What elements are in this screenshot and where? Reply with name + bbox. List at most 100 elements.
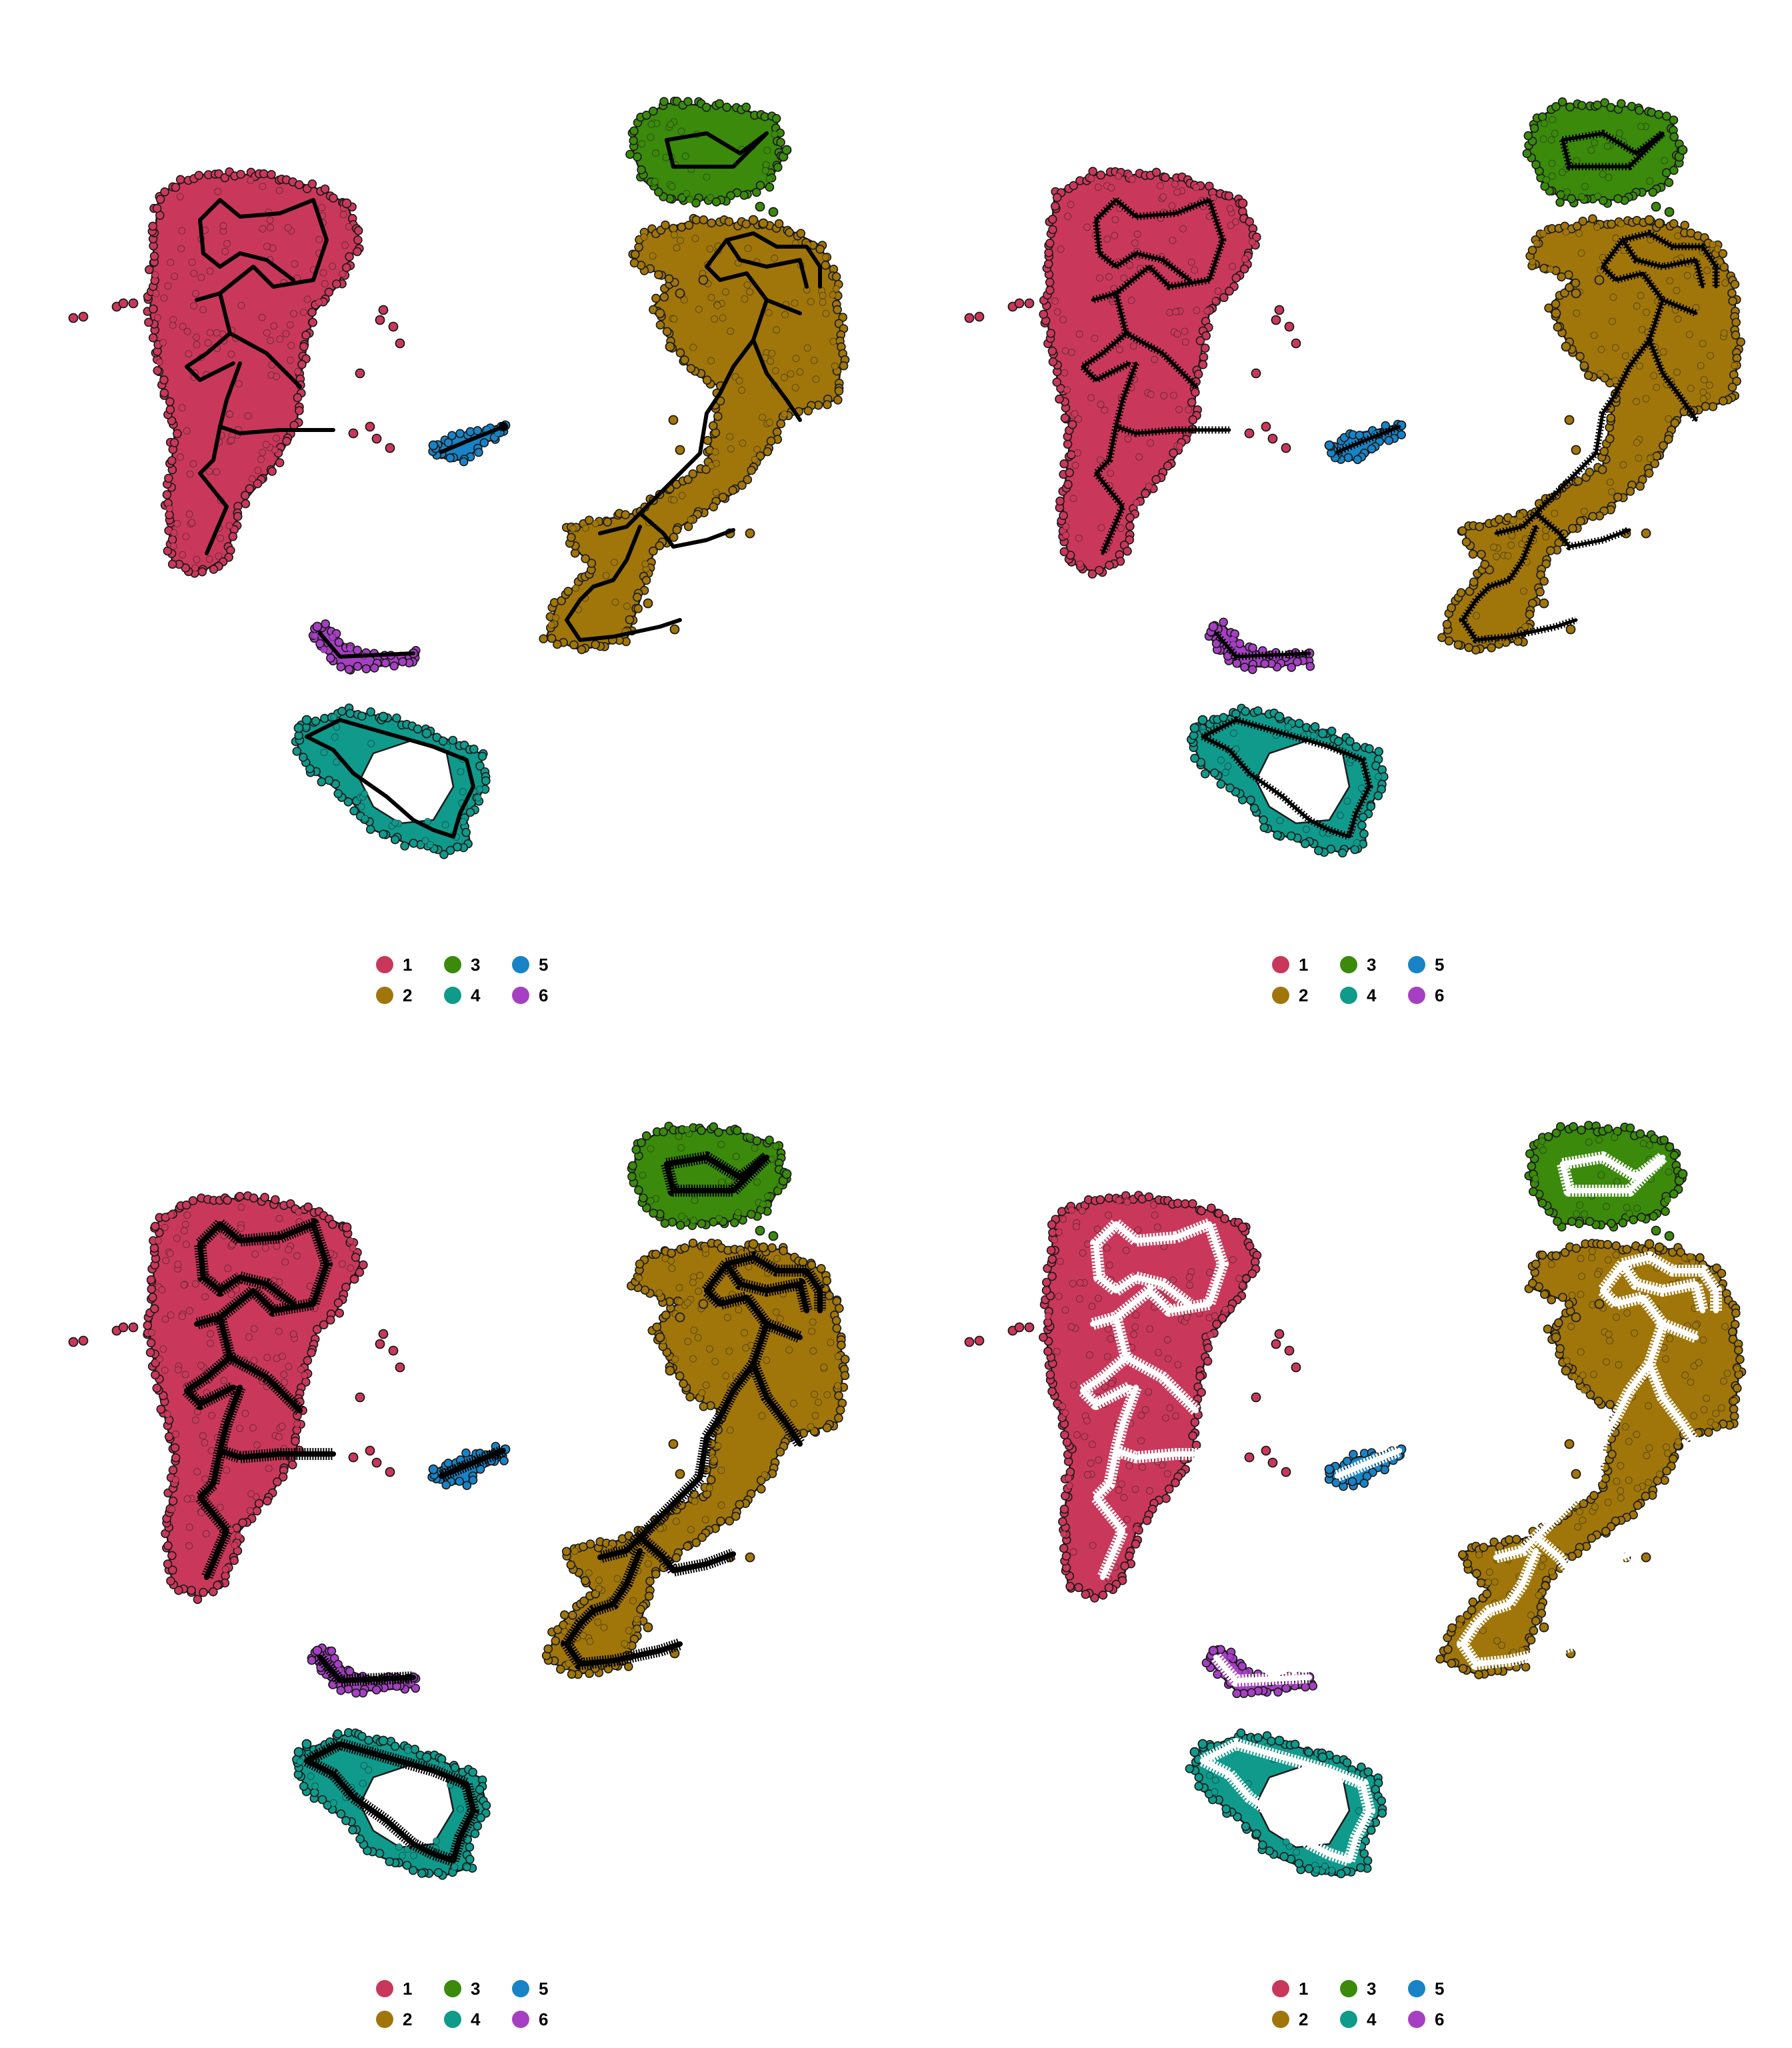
cluster-1-point: [1073, 1223, 1080, 1231]
cluster-1-point: [168, 1505, 176, 1513]
cluster-3-point: [1548, 159, 1556, 167]
cluster-1-point: [297, 359, 307, 369]
cluster-2-point: [811, 1412, 819, 1419]
cluster-1-point: [1083, 1417, 1091, 1425]
cluster-2-point: [791, 299, 799, 307]
cluster-4-point: [1293, 1848, 1301, 1856]
cluster-1-point: [1105, 561, 1114, 570]
cluster-1-point: [149, 1304, 159, 1313]
cluster-2-point: [796, 229, 806, 239]
cluster-1-point: [1173, 330, 1181, 338]
cluster-6-point: [312, 1645, 323, 1656]
cluster-2-point: [580, 1576, 590, 1585]
trajectory-2: [665, 131, 769, 169]
cluster-2-point: [610, 559, 618, 566]
cluster-2-point: [683, 475, 693, 485]
trajectory-4-core: [1201, 718, 1371, 839]
cluster-3-point: [1651, 1225, 1661, 1236]
cluster-1-point: [1220, 1214, 1229, 1223]
cluster-3-point: [1595, 1136, 1603, 1144]
cluster-2-point: [1437, 633, 1447, 643]
cluster-1-point: [1095, 1195, 1105, 1205]
cluster-4-point: [1328, 1867, 1336, 1874]
cluster-2-point: [716, 1516, 725, 1526]
cluster-3-point: [1606, 103, 1616, 112]
cluster-1-point: [1251, 1392, 1261, 1403]
cluster-1-point: [190, 269, 198, 277]
trajectory-2-core: [1533, 1534, 1633, 1574]
cluster-2-point: [1593, 223, 1601, 231]
cluster-1-point: [168, 1565, 177, 1575]
cluster-1-point: [1087, 394, 1095, 402]
cluster-1-point: [167, 1311, 175, 1319]
cluster-2-point: [1680, 221, 1689, 230]
legend-label-2: 2: [1299, 985, 1308, 1005]
cluster-4-point: [309, 1788, 319, 1797]
cluster-3: [1522, 97, 1688, 217]
cluster-6-point: [1247, 1688, 1257, 1697]
cluster-2-point: [1615, 1361, 1623, 1369]
trajectory-5-core: [438, 1447, 507, 1479]
cluster-6-point: [392, 1681, 401, 1691]
cluster-2-point: [1607, 219, 1616, 229]
cluster-1-point: [307, 307, 317, 317]
cluster-2-point: [1736, 337, 1745, 347]
trajectory-1-core: [1133, 1274, 1193, 1307]
trajectory-2: [565, 525, 682, 642]
cluster-2-point: [1547, 1261, 1555, 1269]
cluster-2: [1435, 1239, 1747, 1679]
cluster-3-point: [638, 1193, 648, 1203]
cluster-1-point: [183, 1211, 191, 1219]
cluster-4-point: [417, 1869, 427, 1878]
cluster-1-point: [183, 1495, 191, 1503]
cluster-1-point: [1096, 170, 1106, 180]
cluster-2-point: [822, 309, 830, 317]
cluster-2-point: [1720, 329, 1728, 337]
cluster-2-point: [1659, 348, 1667, 356]
cluster-2-point: [649, 252, 657, 260]
cluster-3-point: [755, 181, 765, 190]
cluster-4-point: [1355, 1807, 1363, 1815]
cluster-2-point: [643, 598, 653, 609]
cluster-1-point: [275, 1215, 283, 1223]
cluster-2-point: [1472, 1569, 1481, 1579]
cluster-1-point: [250, 1325, 258, 1333]
cluster-4-point: [1351, 742, 1361, 751]
cluster-1-point: [181, 1371, 189, 1379]
cluster-3-point: [715, 1215, 723, 1223]
cluster-6-point: [369, 663, 379, 673]
cluster-1-point: [293, 393, 303, 403]
cluster-3-point: [765, 175, 773, 183]
cluster-1-point: [260, 1193, 269, 1202]
cluster-2-point: [776, 1315, 784, 1323]
cluster-2-point: [1659, 441, 1668, 451]
cluster-1-point: [1219, 293, 1229, 303]
cluster-2-point: [1641, 1491, 1651, 1501]
cluster-1-point: [224, 1265, 232, 1273]
cluster-2-point: [707, 218, 716, 228]
cluster-2-point: [1597, 345, 1605, 353]
cluster-1-point: [1095, 1456, 1103, 1464]
cluster-1-point: [1039, 309, 1048, 319]
cluster-2: [1437, 214, 1745, 655]
cluster-1-point: [165, 397, 175, 407]
legend-key-4: [444, 987, 461, 1004]
cluster-1-point: [257, 455, 265, 463]
cluster-2-point: [1695, 1359, 1703, 1367]
cluster-4-point: [311, 716, 321, 726]
cluster-1-point: [365, 1445, 375, 1456]
cluster-2-point: [1633, 1431, 1641, 1439]
cluster-2-point: [566, 533, 576, 543]
cluster-4-point: [345, 709, 355, 718]
cluster-2-point: [634, 242, 643, 252]
cluster-2-point: [751, 455, 759, 463]
cluster-2-point: [1730, 1397, 1738, 1405]
cluster-2-point: [655, 320, 665, 330]
cluster-1-point: [1200, 343, 1210, 353]
cluster-1-point: [118, 1322, 129, 1333]
cluster-2-point: [547, 633, 557, 643]
cluster-1-point: [1063, 386, 1071, 394]
cluster-4-point: [391, 819, 399, 827]
cluster-3-point: [776, 137, 785, 147]
trajectory-1-core: [1081, 291, 1131, 382]
